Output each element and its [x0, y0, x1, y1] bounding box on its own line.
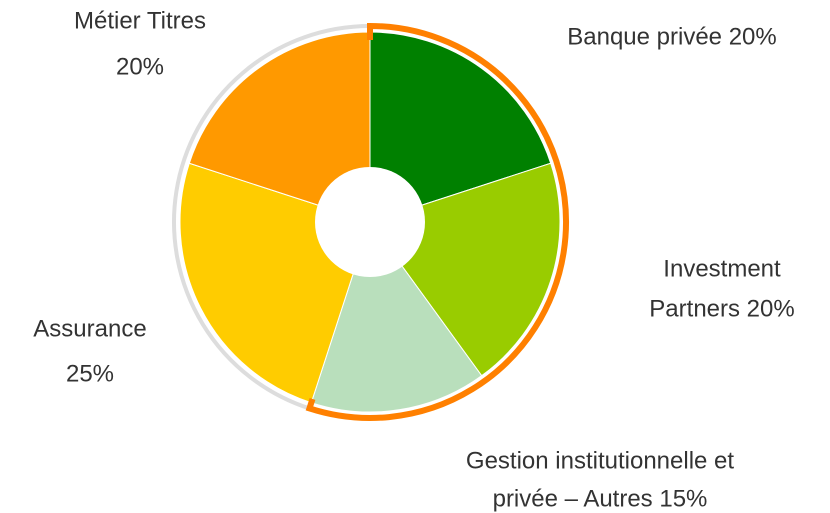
slice-label: 20% [116, 53, 164, 80]
slice-label: Investment [663, 255, 781, 282]
slice-label: Assurance [33, 315, 146, 342]
highlight-ring [305, 22, 569, 421]
slice-label: Partners 20% [649, 295, 794, 322]
labels: Banque privée 20% Investment Partners 20% G… [33, 7, 794, 512]
slice-label: Gestion institutionnelle et [466, 447, 734, 474]
outer-ring [172, 24, 371, 411]
slice-label: Banque privée 20% [567, 23, 776, 50]
slice-label: privée – Autres 15% [493, 485, 708, 512]
slice [188, 31, 371, 223]
slice [310, 220, 483, 413]
slice-label: 25% [66, 360, 114, 387]
slice-label: Métier Titres [74, 7, 206, 34]
slice [369, 31, 552, 223]
donut [172, 22, 569, 421]
donut-hole [315, 167, 425, 277]
